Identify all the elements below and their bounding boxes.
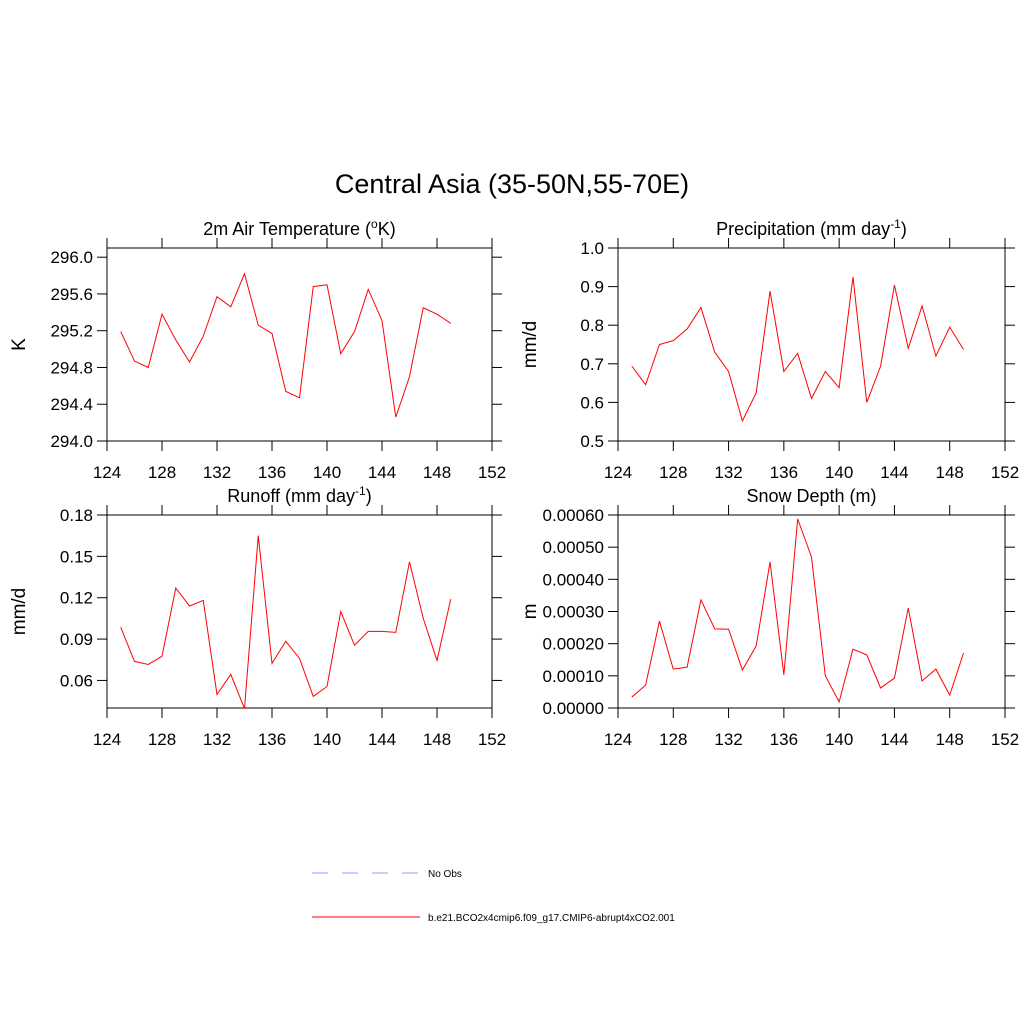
x-tick-label: 152 xyxy=(991,730,1019,749)
x-tick-label: 124 xyxy=(604,730,632,749)
panel-title: Runoff (mm day-1) xyxy=(227,484,371,506)
x-tick-label: 132 xyxy=(203,730,231,749)
y-tick-label: 1.0 xyxy=(580,239,604,258)
panel-title: Snow Depth (m) xyxy=(746,486,876,506)
title-part: 2m Air Temperature ( xyxy=(203,219,371,239)
x-tick-label: 148 xyxy=(423,463,451,482)
title-part: -1 xyxy=(890,217,901,231)
x-tick-label: 144 xyxy=(880,730,908,749)
data-line xyxy=(120,272,452,418)
y-tick-label: 0.09 xyxy=(60,630,93,649)
y-tick-label: 0.00030 xyxy=(543,603,604,622)
x-tick-label: 128 xyxy=(659,730,687,749)
x-tick-label: 148 xyxy=(936,730,964,749)
x-tick-label: 124 xyxy=(93,730,121,749)
title-part: K) xyxy=(378,219,396,239)
x-tick-label: 136 xyxy=(770,730,798,749)
x-tick-label: 124 xyxy=(93,463,121,482)
title-part: Snow Depth (m) xyxy=(746,486,876,506)
x-tick-label: 148 xyxy=(936,463,964,482)
y-tick-label: 0.15 xyxy=(60,547,93,566)
title-part: ) xyxy=(366,486,372,506)
title-part: Precipitation (mm day xyxy=(716,219,890,239)
y-axis-label: mm/d xyxy=(9,588,30,636)
x-tick-label: 132 xyxy=(714,730,742,749)
data-line xyxy=(631,276,964,423)
y-tick-label: 0.00000 xyxy=(543,699,604,718)
x-tick-label: 152 xyxy=(478,730,506,749)
x-tick-label: 136 xyxy=(258,463,286,482)
x-tick-label: 148 xyxy=(423,730,451,749)
y-tick-label: 295.2 xyxy=(50,322,93,341)
data-line xyxy=(120,535,452,709)
y-tick-label: 0.12 xyxy=(60,589,93,608)
plot-frame xyxy=(106,514,493,709)
x-tick-label: 124 xyxy=(604,463,632,482)
y-tick-label: 0.7 xyxy=(580,355,604,374)
x-tick-label: 140 xyxy=(313,730,341,749)
plot-frame xyxy=(106,247,493,442)
x-tick-label: 132 xyxy=(714,463,742,482)
y-tick-label: 0.00050 xyxy=(543,538,604,557)
y-tick-label: 294.0 xyxy=(50,432,93,451)
title-part: o xyxy=(371,217,378,231)
x-tick-label: 140 xyxy=(825,730,853,749)
y-tick-label: 294.4 xyxy=(50,395,93,414)
y-tick-label: 0.5 xyxy=(580,432,604,451)
figure-title: Central Asia (35-50N,55-70E) xyxy=(335,169,689,199)
y-tick-label: 0.6 xyxy=(580,393,604,412)
legend-label: No Obs xyxy=(428,869,462,880)
y-tick-label: 0.9 xyxy=(580,278,604,297)
title-part: -1 xyxy=(355,484,366,498)
y-tick-label: 295.6 xyxy=(50,285,93,304)
x-tick-label: 136 xyxy=(258,730,286,749)
x-tick-label: 144 xyxy=(368,463,396,482)
x-tick-label: 152 xyxy=(991,463,1019,482)
x-tick-label: 136 xyxy=(770,463,798,482)
x-tick-label: 128 xyxy=(148,730,176,749)
title-part: ) xyxy=(901,219,907,239)
x-tick-label: 152 xyxy=(478,463,506,482)
y-tick-label: 296.0 xyxy=(50,248,93,267)
plot-frame xyxy=(617,247,1006,442)
x-tick-label: 144 xyxy=(880,463,908,482)
y-axis-label: mm/d xyxy=(520,321,541,369)
y-tick-label: 0.00020 xyxy=(543,635,604,654)
x-tick-label: 128 xyxy=(659,463,687,482)
legend-label: b.e21.BCO2x4cmip6.f09_g17.CMIP6-abrupt4x… xyxy=(428,913,675,924)
x-tick-label: 132 xyxy=(203,463,231,482)
x-tick-label: 128 xyxy=(148,463,176,482)
x-tick-label: 140 xyxy=(313,463,341,482)
y-tick-label: 294.8 xyxy=(50,358,93,377)
y-tick-label: 0.18 xyxy=(60,506,93,525)
x-tick-label: 144 xyxy=(368,730,396,749)
y-tick-label: 0.06 xyxy=(60,671,93,690)
y-tick-label: 0.00040 xyxy=(543,570,604,589)
panel-title: 2m Air Temperature (oK) xyxy=(203,217,395,239)
title-part: Runoff (mm day xyxy=(227,486,355,506)
y-tick-label: 0.00010 xyxy=(543,667,604,686)
panel-title: Precipitation (mm day-1) xyxy=(716,217,907,239)
y-axis-label: m xyxy=(520,604,541,620)
y-tick-label: 0.00060 xyxy=(543,506,604,525)
y-tick-label: 0.8 xyxy=(580,316,604,335)
data-line xyxy=(631,518,965,704)
y-axis-label: K xyxy=(9,338,30,351)
x-tick-label: 140 xyxy=(825,463,853,482)
plot-frame xyxy=(617,514,1006,709)
